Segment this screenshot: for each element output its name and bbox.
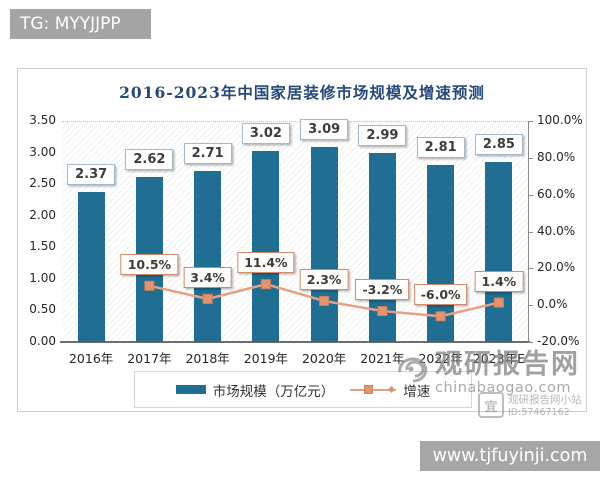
growth-value-label: -6.0% <box>413 284 468 306</box>
x-axis-tick-label: 2019年 <box>243 351 289 366</box>
bar <box>252 151 280 342</box>
growth-value-label: 10.5% <box>120 253 179 275</box>
bar <box>485 162 513 342</box>
right-axis-tick-mark <box>528 121 533 122</box>
seal-icon: 宜 <box>478 392 504 418</box>
footer-url-bar: www.tjfuyinji.com <box>420 441 600 471</box>
bar <box>427 164 455 342</box>
footer-url-text: www.tjfuyinji.com <box>432 446 588 466</box>
left-axis-tick-label: 1.50 <box>29 239 56 254</box>
growth-value-label: 11.4% <box>237 252 295 274</box>
watermark-small-text: 观研报告网小站 <box>508 394 582 406</box>
right-axis-tick-label: 40.0% <box>537 223 576 238</box>
x-axis-tick-label: 2023年E <box>472 351 525 366</box>
bar-value-label: 2.81 <box>416 136 465 158</box>
watermark-small: 宜 观研报告网小站 ID:57467162 <box>478 392 582 418</box>
left-axis-tick-label: 2.50 <box>29 176 56 191</box>
legend-label-growth: 增速 <box>403 383 431 400</box>
bar-value-label: 2.71 <box>183 142 232 164</box>
growth-value-label: 1.4% <box>474 270 524 292</box>
bar <box>368 153 396 342</box>
growth-value-label: -3.2% <box>355 279 410 301</box>
left-axis-tick-label: 1.00 <box>29 270 56 285</box>
left-axis-tick-label: 3.00 <box>29 144 56 159</box>
right-axis-tick-mark <box>528 305 533 307</box>
legend-label-market-size: 市场规模（万亿元） <box>212 383 335 400</box>
legend-item-market-size: 市场规模（万亿元） <box>175 380 335 400</box>
watermark-small-id: ID:57467162 <box>508 407 570 418</box>
x-axis-tick-label: 2021年 <box>360 351 405 366</box>
left-axis-tick-label: 0.00 <box>29 334 56 348</box>
watermark-site-url: chinabaogao.com <box>435 380 572 396</box>
right-axis-tick-label: 80.0% <box>537 149 576 164</box>
tg-badge: TG: MYYJJPP <box>10 9 151 39</box>
bar-value-label: 2.99 <box>358 125 407 147</box>
right-axis-tick-mark <box>528 342 533 343</box>
eye-logo-icon <box>398 357 428 383</box>
bar-value-label: 2.62 <box>125 148 174 170</box>
bar-value-label: 3.02 <box>241 123 290 145</box>
right-axis-tick-mark <box>528 268 533 270</box>
watermark-site-name: 观研报告网 <box>435 349 580 380</box>
left-axis-tick-label: 3.50 <box>29 113 56 127</box>
left-axis-tick-label: 2.00 <box>29 207 56 222</box>
right-axis-tick-label: 20.0% <box>537 260 576 275</box>
right-axis-tick-mark <box>528 157 533 159</box>
x-axis-tick-label: 2016年 <box>68 351 114 366</box>
bar-series-swatch-icon <box>175 385 206 394</box>
bar <box>310 146 338 342</box>
growth-value-label: 2.3% <box>299 268 349 290</box>
bar <box>77 192 105 342</box>
left-axis-tick-label: 0.50 <box>29 302 56 317</box>
line-series-swatch-icon <box>350 384 397 395</box>
legend-item-growth: 增速 <box>350 380 430 400</box>
bottom-axis-line <box>60 341 530 343</box>
growth-value-label: 3.4% <box>183 266 232 288</box>
chart-legend: 市场规模（万亿元） 增速 <box>134 371 472 408</box>
x-axis-tick-label: 2022年 <box>418 351 463 366</box>
bar-value-label: 3.09 <box>300 118 349 140</box>
right-axis-tick-label: 60.0% <box>537 186 576 201</box>
chart-title: 2016-2023年中国家居装修市场规模及增速预测 <box>119 83 485 102</box>
right-axis-tick-label: -20.0% <box>537 334 580 348</box>
bar-value-label: 2.37 <box>67 164 116 186</box>
bar <box>194 170 222 342</box>
x-axis-tick-label: 2020年 <box>301 351 347 366</box>
watermark-chinabaogao: 观研报告网 chinabaogao.com <box>396 350 580 396</box>
right-axis-tick-label: 100.0% <box>537 113 583 127</box>
tg-badge-label: TG: MYYJJPP <box>20 14 121 34</box>
right-axis-tick-mark <box>528 194 533 196</box>
x-axis-tick-label: 2018年 <box>185 351 230 366</box>
bar-value-label: 2.85 <box>474 134 523 156</box>
x-axis-tick-label: 2017年 <box>127 351 172 366</box>
right-axis-tick-label: 0.0% <box>537 297 568 312</box>
right-axis-tick-mark <box>528 231 533 233</box>
